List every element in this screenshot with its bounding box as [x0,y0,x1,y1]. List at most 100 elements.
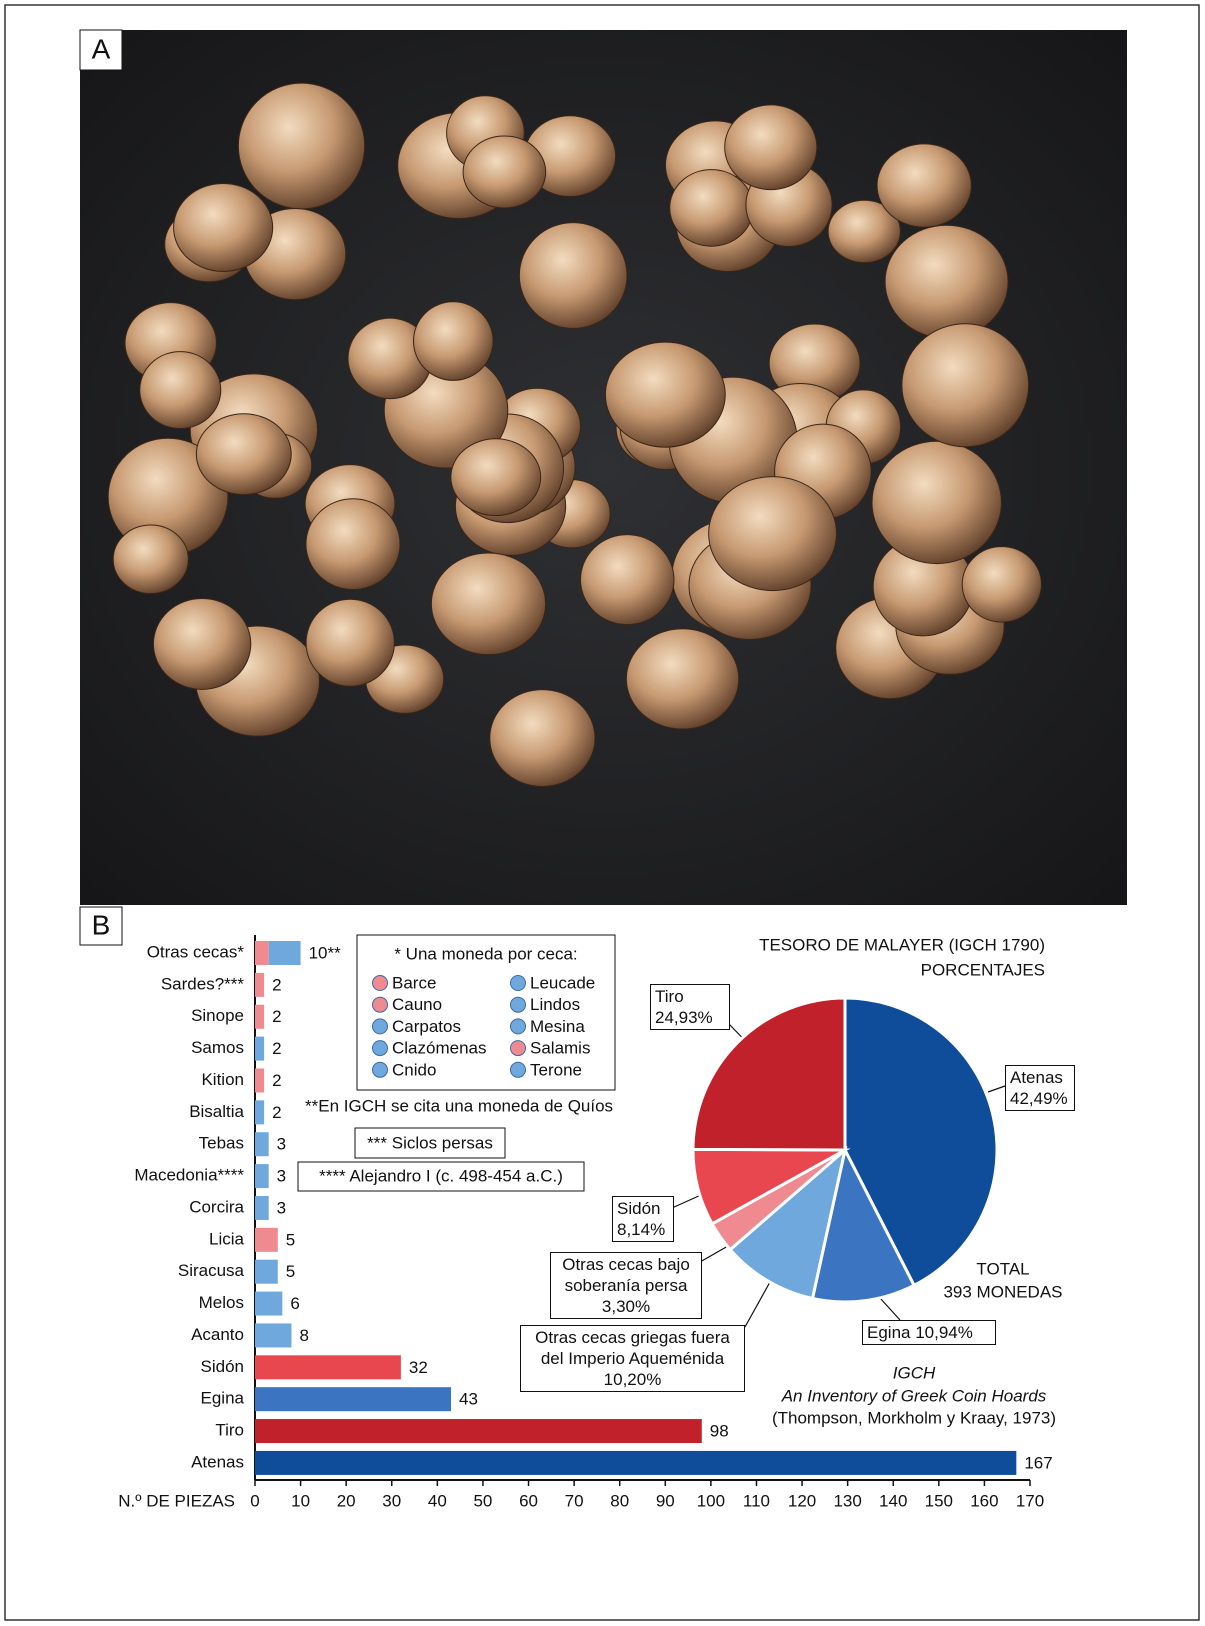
category-label: Licia [209,1229,245,1248]
coin [872,441,1001,563]
legend-marker [511,997,526,1012]
pie-label: Otras cecas griegas fuera del Imperio Aq… [520,1325,745,1392]
category-label: Otras cecas griegas fuera del Imperio Aq… [525,1327,740,1369]
value-label: 24,93% [655,1007,725,1028]
note: **En IGCH se cita una moneda de Quíos [305,1096,613,1115]
x-tick-label: 40 [428,1491,447,1510]
value-label: 2 [272,1007,281,1026]
x-tick-label: 100 [697,1491,725,1510]
leader-line [880,1298,900,1320]
x-tick-label: 80 [610,1491,629,1510]
x-tick-label: 0 [250,1491,259,1510]
category-label: Macedonia**** [134,1166,244,1185]
category-label: Siracusa [178,1261,245,1280]
bar-segment [255,941,269,965]
stacked-bar [255,941,301,965]
note: **** Alejandro I (c. 498-454 a.C.) [319,1166,563,1185]
category-label: Bisaltia [189,1102,244,1121]
bar [255,1355,401,1379]
coin [709,477,837,591]
x-tick-label: 90 [656,1491,675,1510]
category-label: Tiro [215,1421,244,1440]
value-label: 167 [1024,1453,1052,1472]
source: IGCH [893,1363,936,1382]
coin [962,547,1041,622]
x-tick-label: 20 [337,1491,356,1510]
value-label: 3,30% [555,1296,697,1317]
pie-subtitle: PORCENTAJES [921,960,1045,979]
x-tick-label: 160 [970,1491,998,1510]
bar [255,1292,282,1316]
bar [255,1164,269,1188]
coin [725,105,817,190]
legend-title: * Una moneda por ceca: [394,944,577,963]
coin [519,223,627,329]
x-tick-label: 50 [473,1491,492,1510]
legend-marker [511,976,526,991]
value-label: 3 [277,1135,286,1154]
x-tick-label: 70 [565,1491,584,1510]
source: (Thompson, Morkholm y Kraay, 1973) [772,1408,1056,1427]
bar [255,1228,278,1252]
category-label: Otras cecas bajo soberanía persa [555,1254,697,1296]
legend-label: Clazómenas [392,1039,487,1058]
category-label: Egina [867,1323,910,1342]
annotation: 393 MONEDAS [943,1282,1062,1301]
bar [255,1323,291,1347]
coin [885,225,1008,338]
bar [255,1419,702,1443]
leader-line [745,1282,770,1327]
value-label: 42,49% [1010,1088,1070,1109]
x-tick-label: 130 [833,1491,861,1510]
legend-label: Leucade [530,973,595,992]
panel-label: B [92,909,111,940]
value-label: 2 [272,1103,281,1122]
pie-label: Sidón8,14% [612,1196,674,1242]
x-tick-label: 60 [519,1491,538,1510]
legend-label: Lindos [530,995,580,1014]
value-label: 10,20% [525,1369,740,1390]
value-label: 32 [409,1358,428,1377]
bar [255,1451,1016,1475]
category-label: Sinope [191,1006,244,1025]
value-label: 2 [272,1071,281,1090]
coin [581,535,674,625]
value-label: 6 [290,1294,299,1313]
value-label: 10,94% [915,1323,973,1342]
value-label: 43 [459,1390,478,1409]
bar [255,1132,269,1156]
coin [238,83,364,209]
category-label: Egina [201,1389,245,1408]
coin [490,690,595,787]
bar-segment [269,941,301,965]
value-label: 5 [286,1230,295,1249]
legend-marker [373,976,388,991]
value-label: 2 [272,975,281,994]
x-tick-label: 170 [1016,1491,1044,1510]
bar [255,1037,264,1061]
coin [877,144,971,227]
pie-label: Egina 10,94% [862,1320,996,1345]
category-label: Sidón [617,1198,669,1219]
coin [414,302,494,381]
category-label: Samos [191,1038,244,1057]
coin [605,342,725,447]
coin [902,324,1029,447]
x-tick-label: 140 [879,1491,907,1510]
legend-label: Salamis [530,1039,590,1058]
legend-label: Cnido [392,1060,436,1079]
category-label: Tiro [655,986,725,1007]
category-label: Atenas [1010,1067,1070,1088]
legend-marker [373,1041,388,1056]
value-label: 5 [286,1262,295,1281]
x-tick-label: 10 [291,1491,310,1510]
category-label: Tebas [199,1134,244,1153]
coin [140,352,221,429]
legend-marker [511,1019,526,1034]
coin [306,599,394,686]
coin [463,136,546,208]
figure: A B * Una moneda por ceca: **En IGCH se … [0,0,1205,1626]
bar [255,1100,264,1124]
